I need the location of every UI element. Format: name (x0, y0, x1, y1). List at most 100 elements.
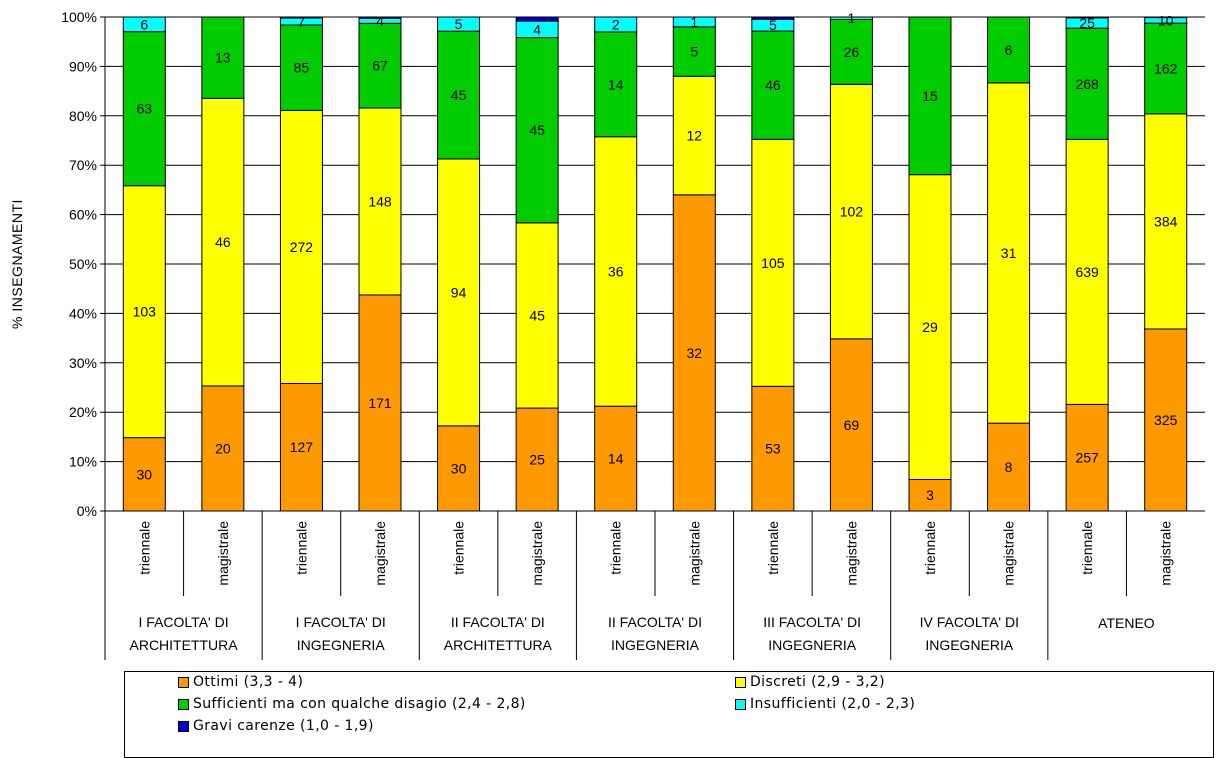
group-label: INGEGNERIA (925, 637, 1014, 653)
data-label: 384 (1154, 213, 1178, 229)
bar-segment (908, 174, 952, 480)
bar-segment (122, 185, 166, 439)
legend-item: Gravi carenze (1,0 - 1,9) (178, 718, 374, 734)
group-label: INGEGNERIA (297, 637, 386, 653)
data-label: 26 (844, 44, 860, 60)
y-tick-label: 10% (69, 454, 97, 470)
x-category-label: magistrale (686, 521, 702, 586)
bar-segment (437, 158, 481, 427)
bar-segment (908, 16, 952, 176)
legend: Ottimi (3,3 - 4) Discreti (2,9 - 3,2) Suff… (124, 671, 1214, 758)
data-label: 171 (368, 395, 392, 411)
bar-segment (751, 385, 795, 512)
data-label: 85 (294, 60, 310, 76)
x-category-label: magistrale (529, 521, 545, 586)
bar-segment (1144, 22, 1188, 115)
bar-segment (672, 16, 716, 28)
bar-segment (279, 109, 323, 384)
bar-segment (437, 425, 481, 512)
bar-segment (908, 478, 952, 512)
bar-segment (594, 31, 638, 138)
data-label: 69 (844, 417, 860, 433)
data-label: 25 (1079, 15, 1095, 31)
data-label: 29 (922, 319, 938, 335)
bar-segment (829, 18, 873, 85)
data-label: 268 (1075, 76, 1099, 92)
y-tick-label: 50% (69, 256, 97, 272)
bar-segment (358, 16, 402, 19)
data-label: 639 (1075, 264, 1099, 280)
data-label: 14 (608, 451, 624, 467)
data-label: 8 (1005, 459, 1013, 475)
y-tick-label: 70% (69, 157, 97, 173)
data-label: 63 (136, 101, 152, 117)
x-category-label: triennale (136, 521, 152, 575)
data-label: 2 (612, 16, 620, 32)
bar-segment (829, 16, 873, 20)
group-label: I FACOLTA' DI (296, 614, 386, 630)
bar-segment (829, 83, 873, 340)
group-label: III FACOLTA' DI (763, 614, 861, 630)
data-label: 1 (848, 10, 856, 26)
data-label: 30 (451, 460, 467, 476)
x-category-label: triennale (922, 521, 938, 575)
data-label: 5 (769, 17, 777, 33)
legend-swatch (178, 676, 189, 688)
legend-label: Sufficienti ma con qualche disagio (2,4 … (193, 696, 526, 712)
y-axis-title: % INSEGNAMENTI (9, 199, 25, 329)
bar-segment (672, 26, 716, 77)
data-label: 5 (690, 44, 698, 60)
bar-segment (987, 16, 1031, 84)
data-label: 36 (608, 263, 624, 279)
data-label: 20 (215, 440, 231, 456)
x-category-label: magistrale (215, 521, 231, 586)
group-label: IV FACOLTA' DI (920, 614, 1019, 630)
data-label: 103 (133, 304, 157, 320)
data-label: 67 (372, 58, 388, 74)
bar-segment (829, 338, 873, 512)
bar-segment (751, 16, 795, 20)
legend-swatch (735, 676, 746, 688)
legend-label: Gravi carenze (1,0 - 1,9) (193, 718, 374, 734)
bar-segment (279, 24, 323, 111)
data-label: 162 (1154, 61, 1178, 77)
x-category-label: magistrale (372, 521, 388, 586)
data-label: 4 (533, 21, 541, 37)
x-category-label: magistrale (843, 521, 859, 586)
stacked-bar-chart: 0% 10% 20% 30% 40% 50% 60% 70% 80% 90% 100% % INSEG… (9, 9, 1205, 660)
x-category-label: triennale (765, 521, 781, 575)
data-label: 105 (761, 255, 785, 271)
legend-item: Sufficienti ma con qualche disagio (2,4 … (178, 696, 526, 712)
group-label: ATENEO (1098, 615, 1155, 631)
data-label: 5 (455, 16, 463, 32)
group-label: II FACOLTA' DI (451, 614, 545, 630)
bar-segment (201, 385, 245, 512)
bar-segment (594, 405, 638, 512)
data-label: 325 (1154, 412, 1178, 428)
bar-segment (1065, 16, 1109, 19)
bar-segment (279, 16, 323, 19)
y-tick-label: 90% (69, 58, 97, 74)
group-label: INGEGNERIA (611, 637, 700, 653)
group-label: II FACOLTA' DI (608, 614, 702, 630)
data-label: 13 (215, 50, 231, 66)
bar-segment (594, 16, 638, 33)
data-label: 3 (926, 487, 934, 503)
data-label: 257 (1075, 450, 1099, 466)
data-label: 25 (529, 452, 545, 468)
data-label: 6 (1005, 42, 1013, 58)
y-tick-label: 80% (69, 108, 97, 124)
legend-item: Ottimi (3,3 - 4) (178, 674, 303, 690)
data-label: 148 (368, 193, 392, 209)
bar-segment (201, 97, 245, 387)
legend-label: Discreti (2,9 - 3,2) (750, 674, 885, 690)
data-label: 31 (1001, 245, 1017, 261)
data-label: 30 (136, 466, 152, 482)
y-tick-label: 60% (69, 207, 97, 223)
data-label: 94 (451, 284, 467, 300)
bar-segment (358, 107, 402, 296)
legend-item: Discreti (2,9 - 3,2) (735, 674, 885, 690)
bar-segment (437, 16, 481, 32)
bar-segment (122, 16, 166, 33)
